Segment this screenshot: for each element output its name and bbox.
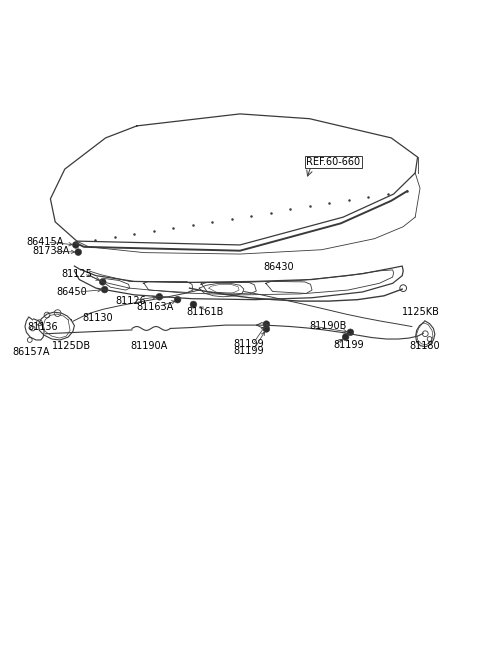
Text: 86430: 86430 [263, 262, 294, 272]
Text: 81190A: 81190A [131, 341, 168, 350]
Text: 81190B: 81190B [310, 320, 347, 331]
Text: 81125: 81125 [61, 269, 92, 279]
Text: REF.60-660: REF.60-660 [306, 157, 360, 167]
Text: 81199: 81199 [234, 339, 264, 349]
Text: 81199: 81199 [234, 346, 264, 356]
Text: 81738A: 81738A [33, 246, 70, 256]
Circle shape [101, 286, 108, 293]
Text: 86415A: 86415A [26, 237, 64, 247]
Circle shape [190, 301, 197, 308]
Text: 86450: 86450 [57, 287, 87, 297]
Text: 1125KB: 1125KB [402, 307, 440, 317]
Text: 81163A: 81163A [137, 302, 174, 312]
Text: 81180: 81180 [409, 341, 440, 351]
Circle shape [99, 278, 106, 286]
Text: 81126: 81126 [115, 295, 146, 306]
Circle shape [156, 293, 163, 300]
Text: 86157A: 86157A [12, 347, 49, 358]
Circle shape [174, 296, 181, 303]
Text: 81199: 81199 [333, 340, 364, 350]
Text: 81161B: 81161B [186, 307, 224, 317]
Circle shape [347, 329, 354, 335]
Text: 81136: 81136 [28, 322, 59, 331]
Circle shape [72, 242, 79, 248]
Circle shape [263, 326, 270, 332]
Circle shape [342, 334, 349, 341]
Circle shape [263, 321, 270, 328]
Circle shape [75, 249, 82, 255]
Text: 81130: 81130 [83, 313, 113, 323]
Text: 1125DB: 1125DB [52, 341, 91, 350]
